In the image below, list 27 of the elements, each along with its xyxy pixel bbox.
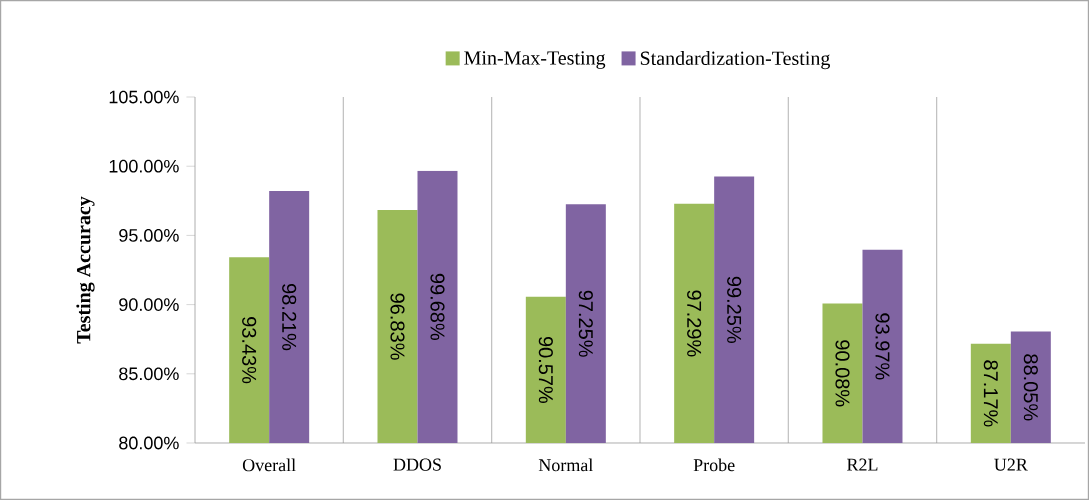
- data-label: 99.68%: [430, 273, 445, 341]
- y-tick-label: 90.00%: [119, 298, 179, 311]
- data-label: 97.25%: [578, 290, 593, 357]
- x-tick-label: DDOS: [393, 458, 441, 471]
- data-label: 93.43%: [242, 317, 257, 384]
- data-label: 99.25%: [727, 276, 742, 344]
- data-label: 96.83%: [390, 293, 405, 360]
- data-label: 87.17%: [983, 360, 998, 427]
- y-tick-label: 95.00%: [119, 229, 179, 242]
- x-tick-label: Overall: [242, 458, 296, 472]
- y-tick-label: 80.00%: [119, 436, 179, 450]
- x-tick-label: Probe: [693, 458, 735, 472]
- data-label: 93.97%: [875, 313, 890, 380]
- y-tick-label: 105.00%: [109, 90, 179, 104]
- x-tick-label: R2L: [847, 458, 878, 471]
- data-label: 97.29%: [687, 290, 702, 357]
- y-tick-label: 85.00%: [119, 367, 179, 381]
- legend-label: Standardization-Testing: [640, 50, 831, 70]
- x-tick-label: Normal: [538, 458, 593, 472]
- data-label: 98.21%: [282, 284, 297, 351]
- y-tick-label: 100.00%: [109, 159, 179, 173]
- legend-label: Min-Max-Testing: [464, 51, 606, 69]
- x-tick-label: U2R: [994, 458, 1028, 471]
- data-label: 90.08%: [835, 340, 850, 407]
- data-label: 90.57%: [538, 336, 553, 404]
- y-axis-title: Testing Accuracy: [76, 196, 95, 344]
- data-label: 88.05%: [1023, 354, 1038, 421]
